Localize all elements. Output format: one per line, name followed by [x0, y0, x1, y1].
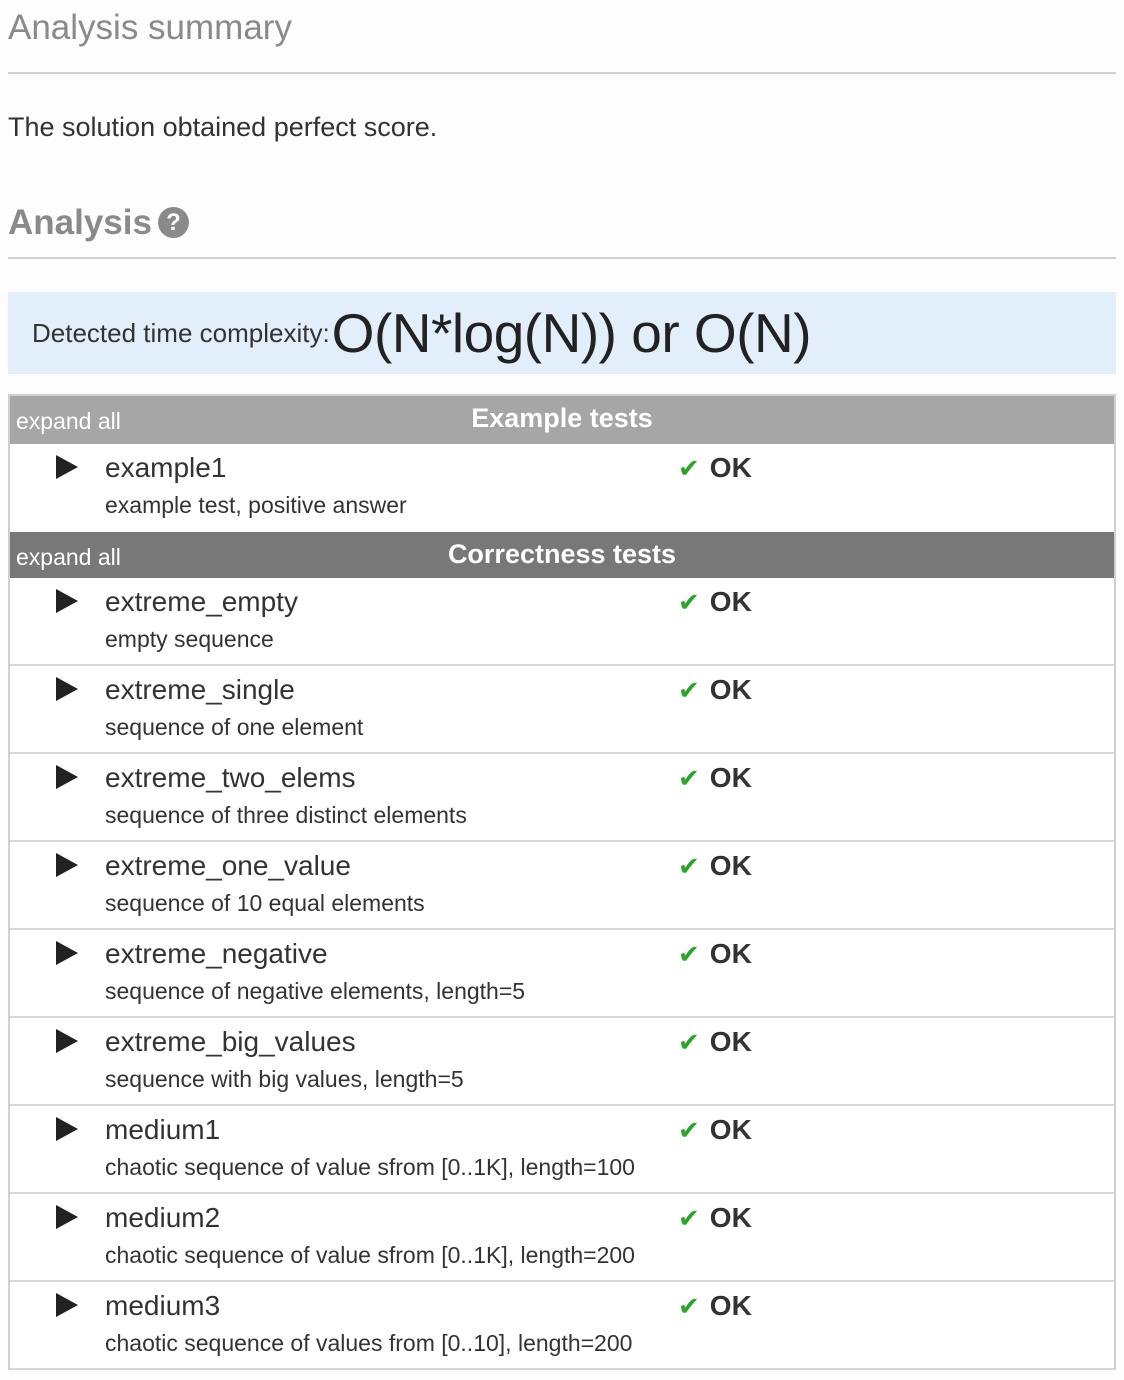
test-name: extreme_big_values: [105, 1026, 356, 1057]
example-tests-header: Example tests expand all: [10, 396, 1114, 444]
check-icon: ✔: [678, 1026, 700, 1057]
test-row[interactable]: medium3 chaotic sequence of values from …: [10, 1282, 1114, 1370]
test-status: ✔ OK: [678, 586, 752, 618]
check-icon: ✔: [678, 762, 700, 793]
test-description: chaotic sequence of value sfrom [0..1K],…: [105, 1242, 635, 1268]
test-row[interactable]: extreme_one_value sequence of 10 equal e…: [10, 842, 1114, 930]
test-name: medium1: [105, 1114, 221, 1145]
test-row[interactable]: extreme_empty empty sequence ✔ OK: [10, 578, 1114, 666]
test-status: ✔ OK: [678, 1026, 752, 1058]
test-name: medium2: [105, 1202, 221, 1233]
status-label: OK: [709, 762, 752, 793]
test-name: extreme_two_elems: [105, 762, 356, 793]
test-description: sequence of three distinct elements: [105, 802, 467, 828]
test-name: extreme_negative: [105, 938, 328, 969]
test-status: ✔ OK: [678, 850, 752, 882]
expand-all-link[interactable]: expand all: [16, 408, 121, 434]
analysis-title: Analysis: [8, 202, 152, 242]
expand-triangle-icon[interactable]: [56, 589, 78, 613]
check-icon: ✔: [678, 674, 700, 705]
test-row[interactable]: medium2 chaotic sequence of value sfrom …: [10, 1194, 1114, 1282]
expand-triangle-icon[interactable]: [56, 1117, 78, 1141]
test-row[interactable]: extreme_two_elems sequence of three dist…: [10, 754, 1114, 842]
status-label: OK: [709, 850, 752, 881]
expand-triangle-icon[interactable]: [56, 765, 78, 789]
test-description: sequence with big values, length=5: [105, 1066, 464, 1092]
status-label: OK: [709, 1290, 752, 1321]
check-icon: ✔: [678, 1114, 700, 1145]
complexity-banner: Detected time complexity: O(N*log(N)) or…: [8, 292, 1116, 374]
expand-triangle-icon[interactable]: [56, 455, 78, 479]
test-description: chaotic sequence of value sfrom [0..1K],…: [105, 1154, 635, 1180]
check-icon: ✔: [678, 452, 700, 483]
test-name: extreme_one_value: [105, 850, 351, 881]
check-icon: ✔: [678, 586, 700, 617]
test-row[interactable]: extreme_single sequence of one element ✔…: [10, 666, 1114, 754]
test-status: ✔ OK: [678, 1202, 752, 1234]
expand-triangle-icon[interactable]: [56, 1029, 78, 1053]
page: Analysis summary The solution obtained p…: [8, 0, 1116, 1370]
test-status: ✔ OK: [678, 1114, 752, 1146]
test-description: sequence of one element: [105, 714, 364, 740]
test-status: ✔ OK: [678, 938, 752, 970]
group-title: Correctness tests: [447, 539, 677, 569]
group-title: Example tests: [471, 403, 653, 433]
status-label: OK: [709, 674, 752, 705]
complexity-value: O(N*log(N)) or O(N): [331, 302, 812, 364]
complexity-label: Detected time complexity:: [32, 317, 330, 348]
check-icon: ✔: [678, 1290, 700, 1321]
check-icon: ✔: [678, 938, 700, 969]
test-status: ✔ OK: [678, 674, 752, 706]
test-status: ✔ OK: [678, 762, 752, 794]
status-label: OK: [709, 1202, 752, 1233]
test-row[interactable]: example1 example test, positive answer ✔…: [10, 444, 1114, 532]
test-row[interactable]: extreme_negative sequence of negative el…: [10, 930, 1114, 1018]
status-label: OK: [709, 1114, 752, 1145]
expand-triangle-icon[interactable]: [56, 677, 78, 701]
check-icon: ✔: [678, 850, 700, 881]
test-name: example1: [105, 452, 227, 483]
test-description: empty sequence: [105, 626, 274, 652]
expand-all-link[interactable]: expand all: [16, 544, 121, 570]
test-row[interactable]: medium1 chaotic sequence of value sfrom …: [10, 1106, 1114, 1194]
test-description: sequence of negative elements, length=5: [105, 978, 526, 1004]
expand-triangle-icon[interactable]: [56, 1293, 78, 1317]
expand-triangle-icon[interactable]: [56, 853, 78, 877]
test-row[interactable]: extreme_big_values sequence with big val…: [10, 1018, 1114, 1106]
status-label: OK: [709, 1026, 752, 1057]
status-label: OK: [709, 586, 752, 617]
test-name: extreme_single: [105, 674, 295, 705]
expand-triangle-icon[interactable]: [56, 1205, 78, 1229]
expand-triangle-icon[interactable]: [56, 941, 78, 965]
check-icon: ✔: [678, 1202, 700, 1233]
correctness-tests-header: Correctness tests expand all: [10, 532, 1114, 578]
summary-heading: Analysis summary: [8, 0, 1116, 74]
status-label: OK: [709, 452, 752, 483]
test-description: example test, positive answer: [105, 492, 407, 518]
tests-table: Example tests expand all example1 exampl…: [8, 394, 1116, 1370]
status-label: OK: [709, 938, 752, 969]
summary-text: The solution obtained perfect score.: [8, 112, 438, 142]
analysis-heading: Analysis ?: [8, 188, 1116, 259]
test-name: medium3: [105, 1290, 221, 1321]
question-circle-icon[interactable]: ?: [157, 207, 189, 238]
test-status: ✔ OK: [678, 1290, 752, 1322]
test-description: chaotic sequence of values from [0..10],…: [105, 1330, 633, 1356]
test-name: extreme_empty: [105, 586, 298, 617]
test-description: sequence of 10 equal elements: [105, 890, 425, 916]
test-status: ✔ OK: [678, 452, 752, 484]
